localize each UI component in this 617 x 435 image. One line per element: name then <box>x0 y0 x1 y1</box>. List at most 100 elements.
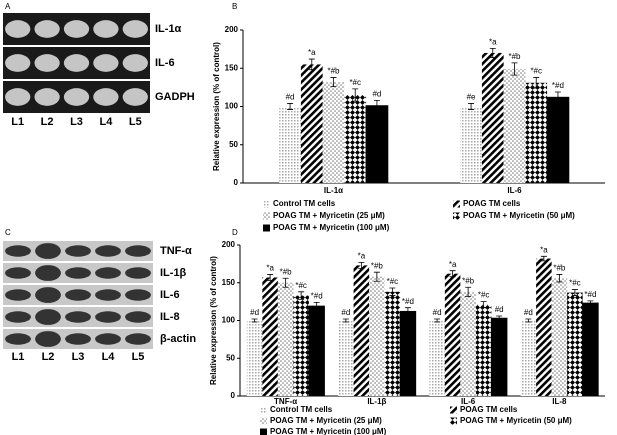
error-bar <box>540 255 547 262</box>
gel-band <box>125 333 151 345</box>
bar <box>460 291 476 396</box>
bar <box>246 320 263 396</box>
x-tick-label: IL-1α <box>324 186 343 195</box>
y-tick-label: 50 <box>229 140 238 149</box>
bar-annotation: *#b <box>327 67 340 76</box>
y-axis-label: Relative expression (% of control) <box>212 42 221 171</box>
legend-label: Control TM cells <box>270 405 333 414</box>
error-bar <box>554 91 561 104</box>
bar-annotation: *#c <box>295 281 307 290</box>
bar <box>429 320 445 396</box>
gel-band <box>5 245 31 257</box>
gel-band <box>63 20 90 38</box>
bar-annotation: *a <box>540 245 548 254</box>
band-label: GADPH <box>155 91 195 103</box>
bar <box>520 320 537 396</box>
error-bar <box>267 274 274 281</box>
legend-swatch <box>450 406 457 414</box>
gel-band <box>35 243 61 259</box>
bar <box>344 95 367 183</box>
error-bar <box>468 103 475 110</box>
bar <box>475 304 492 396</box>
y-tick-label: 0 <box>234 178 239 187</box>
gel-band <box>5 267 31 279</box>
error-bar <box>358 261 365 269</box>
bar-annotation: #d <box>372 89 381 98</box>
panel-label: D <box>232 228 238 237</box>
bar <box>279 106 301 183</box>
gel-band <box>65 311 91 323</box>
error-bar <box>525 318 532 323</box>
bar-annotation: #d <box>250 308 259 317</box>
band-label: IL-6 <box>160 289 180 301</box>
gel-band <box>34 88 60 106</box>
legend-swatch <box>263 212 270 220</box>
error-bar <box>330 77 337 88</box>
gel-band <box>65 289 91 301</box>
gel-band <box>95 311 121 323</box>
error-bar <box>342 318 349 323</box>
bar <box>567 292 583 396</box>
legend-label: POAG TM + Myricetin (25 μM) <box>270 416 382 425</box>
legend-label: POAG TM + Myricetin (25 μM) <box>273 211 385 220</box>
band-label: IL-1β <box>160 267 187 279</box>
bar-annotation: *#c <box>349 78 361 87</box>
error-bar <box>298 291 305 300</box>
bar-annotation: #d <box>495 305 504 314</box>
bar <box>546 96 570 184</box>
x-tick-label: TNF-α <box>274 397 297 406</box>
legend-swatch <box>453 200 460 208</box>
x-tick-label: IL-1β <box>367 397 386 406</box>
lane-label: L5 <box>132 351 145 363</box>
gel-band <box>5 311 31 323</box>
bar-annotation: *#c <box>530 67 542 76</box>
error-bar <box>587 300 594 306</box>
bar <box>503 69 526 183</box>
band-label: β-actin <box>160 333 196 345</box>
gel-band <box>125 311 151 323</box>
gel-band <box>63 54 90 72</box>
band-label: IL-1α <box>155 23 182 35</box>
gel-band <box>125 289 151 301</box>
lane-label: L2 <box>42 351 55 363</box>
gel-band <box>125 267 151 279</box>
gel-band <box>63 88 90 106</box>
bar-annotation: *#b <box>553 264 566 273</box>
bar-annotation: *#d <box>552 81 564 90</box>
gel-band <box>35 287 61 303</box>
gel-band <box>5 54 31 72</box>
gel-band <box>93 54 119 72</box>
legend-swatch <box>453 212 460 220</box>
bar-annotation: *#c <box>478 291 490 300</box>
panel-label: B <box>232 2 237 11</box>
gel-band <box>93 88 119 106</box>
legend-label: POAG TM + Myricetin (50 μM) <box>463 211 575 220</box>
gel-band <box>95 333 121 345</box>
bar-annotation: *#d <box>584 290 596 299</box>
lane-label: L5 <box>129 116 142 128</box>
error-bar <box>480 301 487 309</box>
bar <box>536 258 552 396</box>
gel-band <box>122 88 148 106</box>
bar <box>369 276 385 396</box>
band-label: TNF-α <box>160 245 192 257</box>
bar <box>490 317 508 397</box>
bar <box>384 291 401 396</box>
error-bar <box>571 289 578 296</box>
legend-label: POAG TM + Myricetin (50 μM) <box>460 416 572 425</box>
gel-band <box>5 333 31 345</box>
panel-label: A <box>5 2 11 11</box>
error-bar <box>313 301 320 311</box>
error-bar <box>287 103 294 110</box>
bar-annotation: *#d <box>311 291 323 300</box>
x-tick-label: IL-6 <box>507 186 522 195</box>
y-tick-label: 100 <box>225 102 239 111</box>
bar <box>322 82 345 183</box>
bar-annotation: *a <box>358 251 366 260</box>
legend-swatch <box>263 224 270 232</box>
legend-label: Control TM cells <box>273 199 336 208</box>
bar-annotation: *#b <box>371 261 384 270</box>
gel-band <box>122 20 148 38</box>
error-bar <box>404 307 411 316</box>
legend-label: POAG TM cells <box>460 405 518 414</box>
